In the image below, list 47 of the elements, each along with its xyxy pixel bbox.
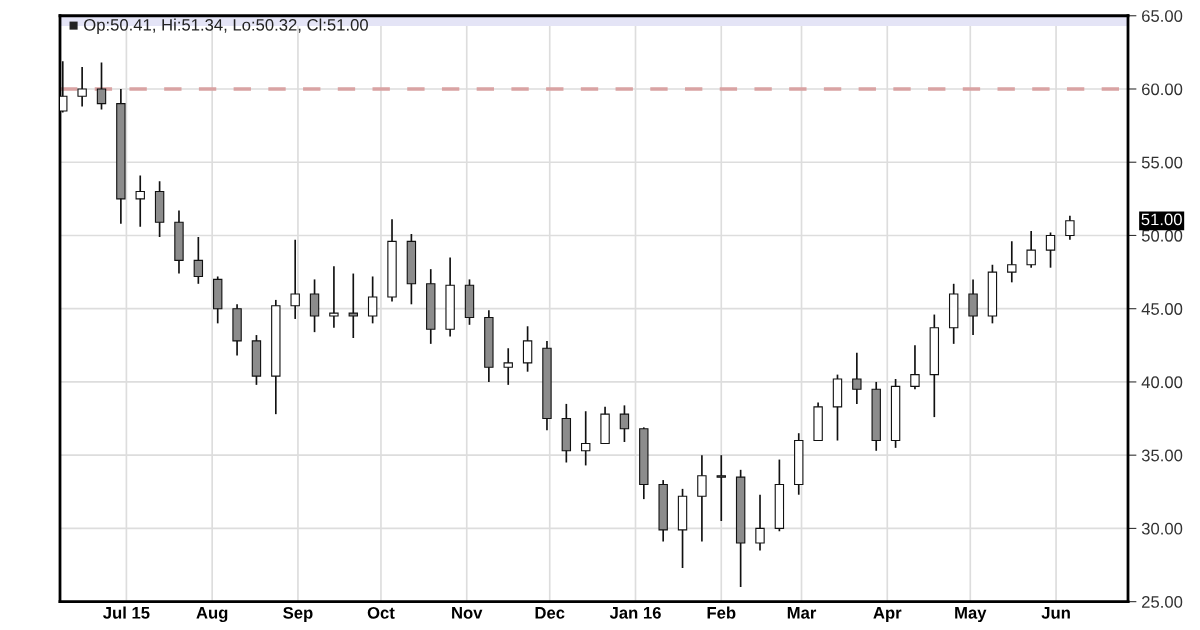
candlestick <box>697 454 707 543</box>
y-tick-label: 40.00 <box>1141 376 1183 389</box>
candlestick <box>193 236 204 285</box>
x-tick-label: Mar <box>787 607 817 619</box>
candlestick <box>1007 240 1017 284</box>
x-tick-label: Jan 16 <box>609 606 661 619</box>
candlestick <box>309 278 320 333</box>
x-tick-label: Jul 15 <box>103 606 150 619</box>
candlestick <box>367 275 378 325</box>
y-tick-label: 45.00 <box>1141 303 1183 315</box>
annotation: ■ Op:50.41, Hi:51.34, Lo:50.32, Cl:51.00 <box>69 18 368 35</box>
x-tick-label: Nov <box>452 607 483 619</box>
candlestick <box>968 278 978 336</box>
y-tick-label: 30.00 <box>1141 522 1183 535</box>
y-tick-label: 25.00 <box>1142 596 1183 608</box>
candlestick <box>522 325 533 373</box>
candlestick <box>852 351 862 405</box>
x-tick-label: Sep <box>283 606 313 623</box>
candlestick <box>580 410 591 467</box>
x-tick-label: Aug <box>196 607 228 623</box>
y-tick-label: 65.00 <box>1142 10 1183 22</box>
candlestick <box>1026 230 1036 269</box>
candlestick <box>1065 214 1075 241</box>
x-tick-label: Dec <box>535 607 565 619</box>
candlestick <box>290 239 300 320</box>
candlestick <box>716 454 726 522</box>
candlestick <box>910 344 920 391</box>
x-tick-label: May <box>955 607 987 623</box>
y-tick-label: 50.00 <box>1141 229 1183 242</box>
candlestick <box>755 493 765 552</box>
x-tick-label: Jun <box>1041 607 1070 619</box>
x-tick-label: Oct <box>367 606 395 619</box>
y-tick-label: 35.00 <box>1141 449 1183 462</box>
candlestick <box>77 66 87 108</box>
candlestick <box>96 61 107 111</box>
candlestick <box>329 265 339 329</box>
candlestick <box>503 347 513 386</box>
x-tick-label: Feb <box>707 606 736 619</box>
x-tick-label: Apr <box>873 607 902 623</box>
candlestick <box>1045 231 1056 269</box>
candlestick <box>348 272 358 339</box>
candlestick <box>619 404 630 443</box>
text: 51.00 <box>1141 213 1182 226</box>
y-tick-label: 60.00 <box>1142 83 1183 96</box>
y-tick-label: 55.00 <box>1141 156 1183 169</box>
candlestick <box>135 174 145 228</box>
candlestick <box>60 60 68 114</box>
